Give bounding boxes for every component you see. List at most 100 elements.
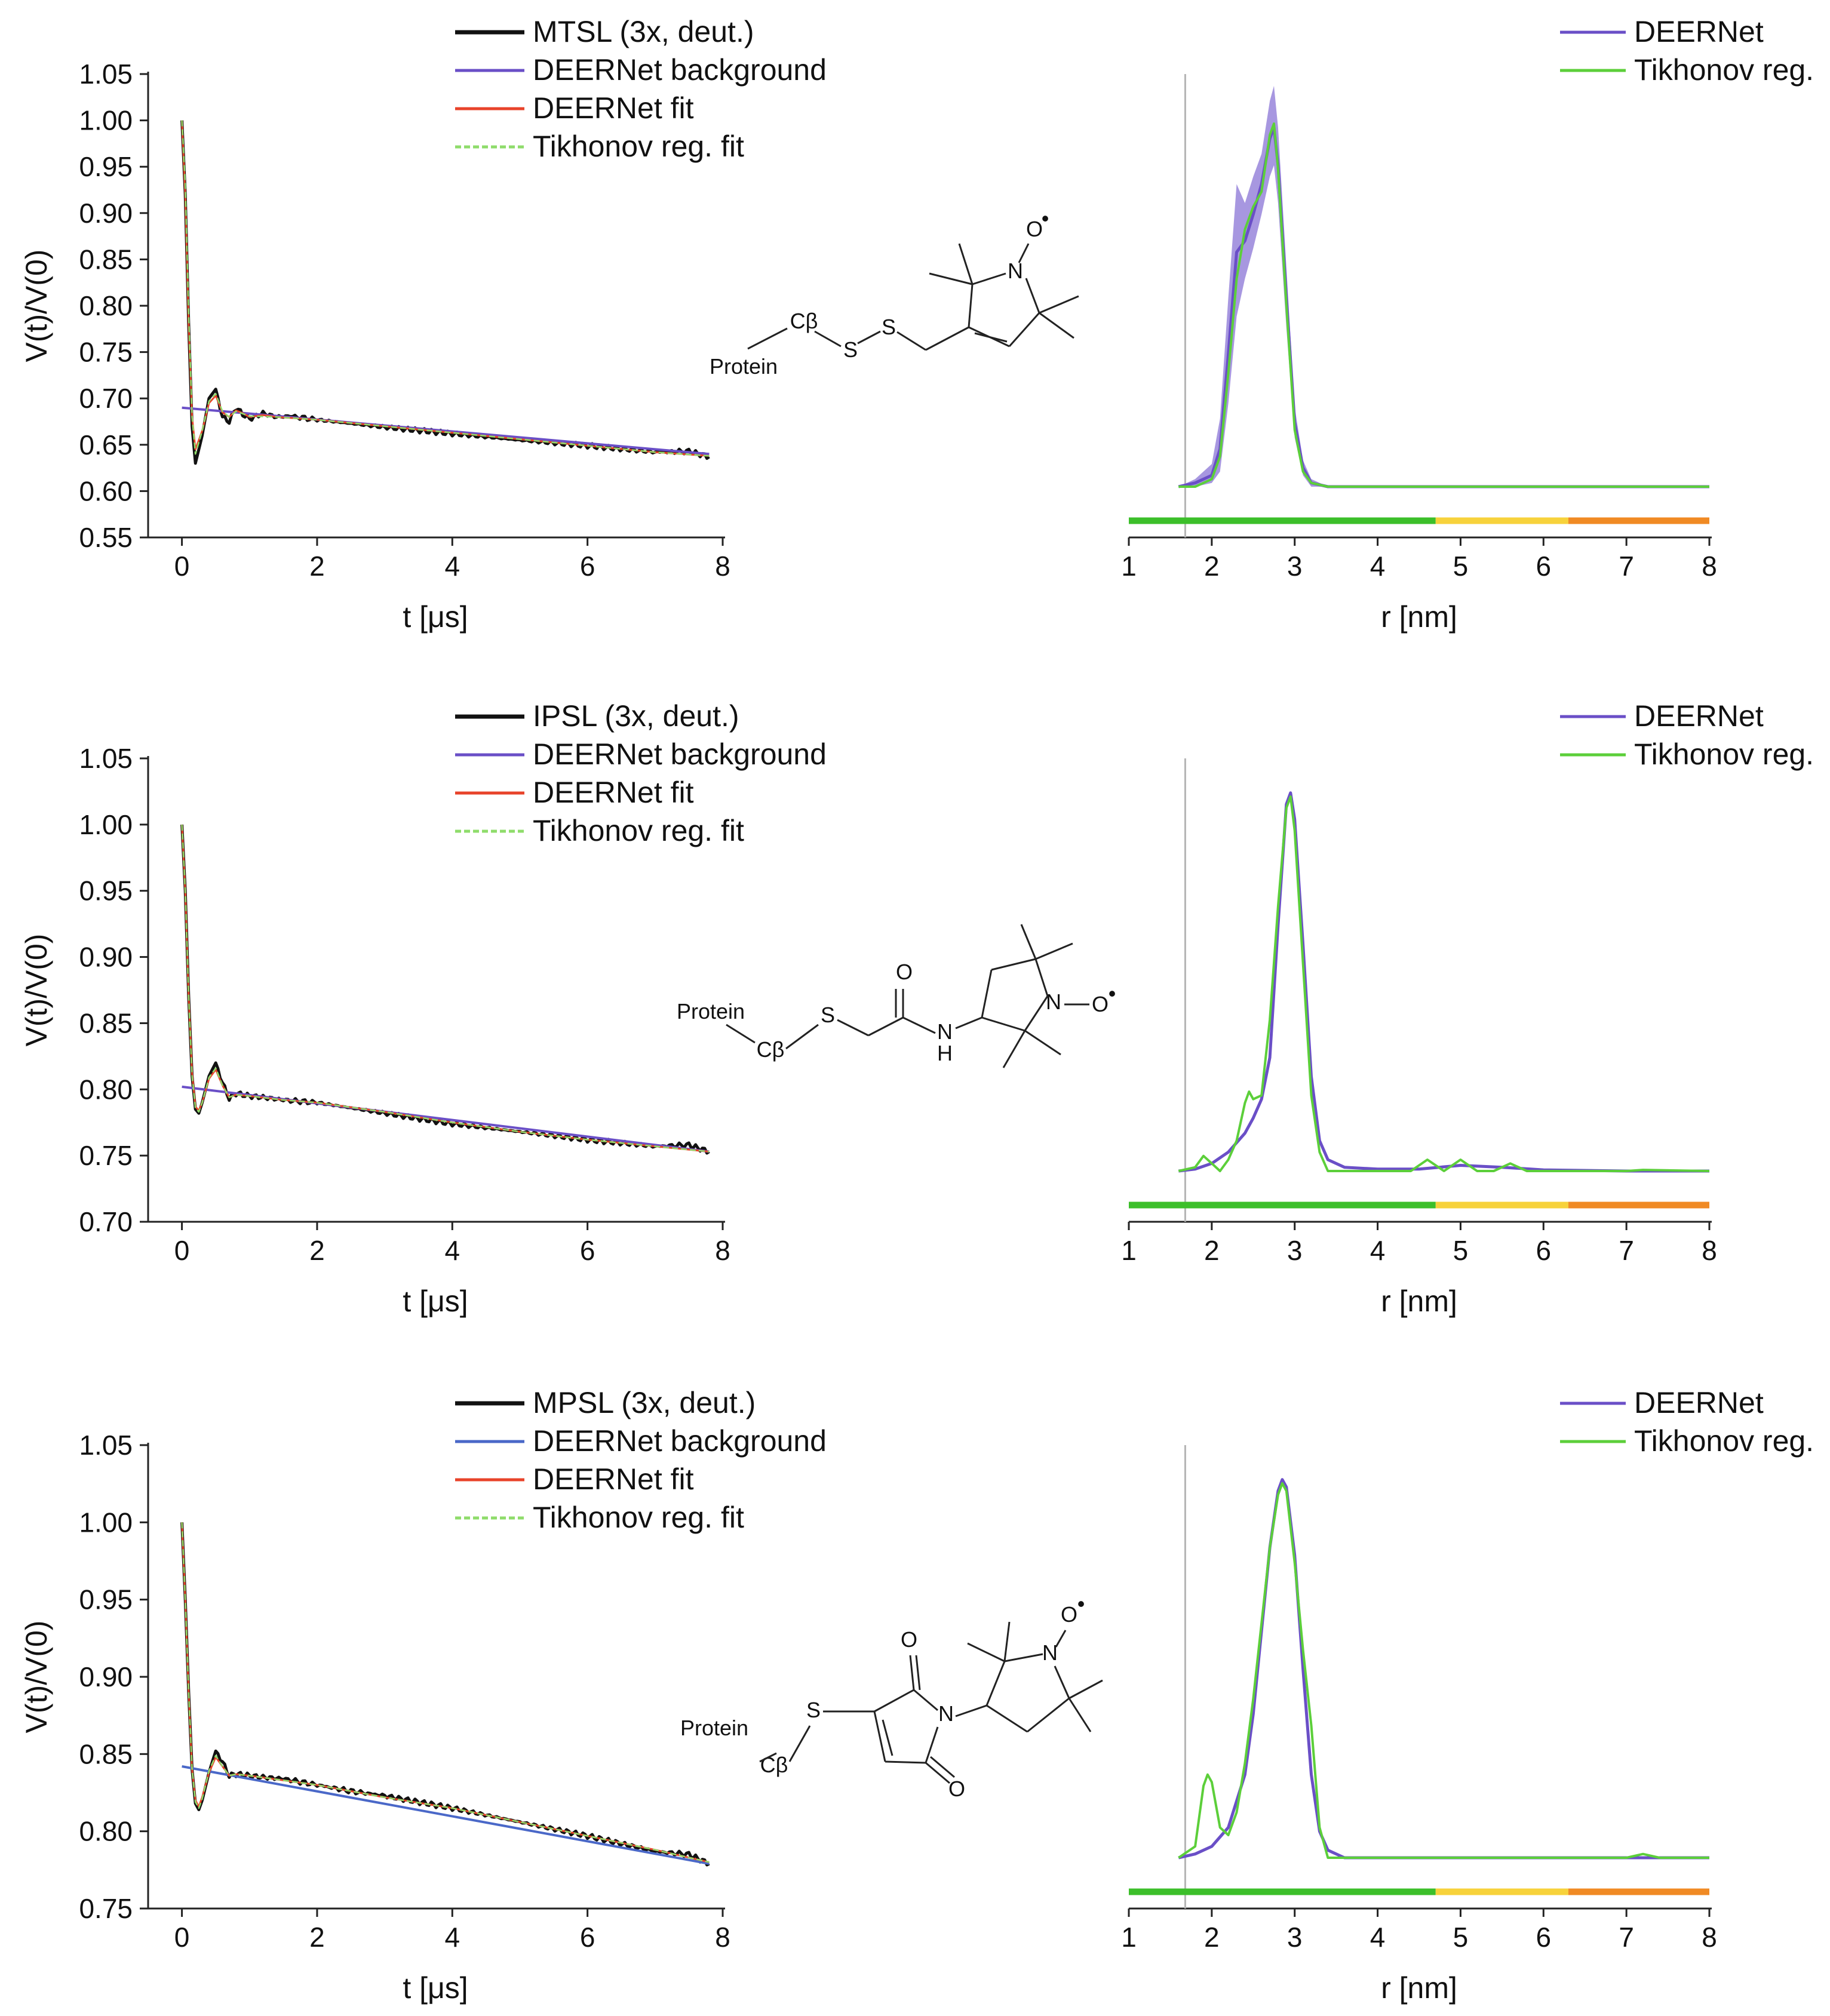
radical-dot: • (1077, 1591, 1085, 1616)
x-tick-label: 2 (1204, 1235, 1220, 1266)
bond (882, 1719, 893, 1756)
legend-right: DEERNet Tikhonov reg. (1560, 1386, 1814, 1458)
series-line-0 (180, 1522, 710, 1867)
bond (874, 1689, 914, 1713)
x-tick-label: 2 (309, 1922, 325, 1953)
x-tick-label: 4 (1370, 551, 1386, 582)
bond (1004, 1653, 1043, 1662)
bond (1025, 278, 1040, 314)
legend-label: Tikhonov reg. fit (533, 1501, 744, 1534)
y-tick-label: 1.05 (79, 59, 133, 90)
y-tick-label: 1.00 (79, 1507, 133, 1538)
bond (1002, 1030, 1026, 1068)
protein-label: Protein (677, 999, 745, 1024)
bond (955, 1016, 982, 1029)
x-tick-label: 3 (1287, 1235, 1303, 1266)
time-domain-chart: 0.70 0.75 0.80 0.85 0.90 0.95 1.00 1.05 0 2 4 6 8 t [… (20, 743, 730, 1318)
legend-label: DEERNet (1634, 699, 1764, 733)
legend-label: DEERNet background (533, 737, 827, 771)
x-tick-label: 2 (309, 551, 325, 582)
bond (1008, 312, 1040, 347)
x-tick-label: 4 (1370, 1922, 1386, 1953)
series-line-3 (181, 1522, 710, 1863)
n-label: N (1008, 259, 1023, 283)
y-tick-label: 0.65 (79, 429, 133, 460)
bond (1039, 295, 1079, 314)
bond (930, 1756, 955, 1778)
bond (814, 330, 842, 348)
o-label: O (1092, 992, 1109, 1016)
y-tick-label: 0.85 (79, 1007, 133, 1038)
s-label: S (843, 337, 858, 362)
bond (1034, 958, 1049, 997)
legend-label: DEERNet background (533, 53, 827, 87)
bond (985, 1661, 1006, 1706)
y-tick-label: 1.00 (79, 105, 133, 136)
x-tick-label: 4 (1370, 1235, 1386, 1266)
x-tick-label: 6 (580, 551, 595, 582)
series-line-1 (182, 1765, 710, 1865)
bond (974, 332, 1008, 343)
x-tick-label: 6 (1536, 1922, 1551, 1953)
y-tick-label: 1.00 (79, 809, 133, 840)
protein-label: Protein (710, 354, 778, 379)
o-label: O (948, 1777, 965, 1801)
x-tick-label: 6 (1536, 551, 1551, 582)
y-tick-label: 0.85 (79, 244, 133, 275)
bond (958, 243, 974, 285)
x-tick-label: 5 (1453, 1235, 1469, 1266)
o-label: O (896, 960, 913, 984)
panel-row-mtsl: 0.55 0.60 0.65 0.70 0.75 0.80 0.85 0.90 0.95 1.00… (20, 15, 1814, 634)
bond (1018, 243, 1030, 263)
series-line-2 (181, 824, 710, 1153)
bond (991, 958, 1036, 971)
y-axis-label: V(t)/V(0) (20, 250, 53, 362)
x-tick-label: 8 (1702, 1922, 1717, 1953)
x-tick-label: 7 (1619, 1922, 1634, 1953)
legend-left: MPSL (3x, deut.) DEERNet background DEERNe… (455, 1386, 827, 1534)
x-tick-label: 2 (1204, 1922, 1220, 1953)
bond (929, 272, 973, 285)
y-tick-label: 0.80 (79, 1816, 133, 1847)
x-tick-label: 8 (1702, 1235, 1717, 1266)
panel-row-mpsl: 0.75 0.80 0.85 0.90 0.95 1.00 1.05 0 2 4 6 8 t [μs] V… (20, 1386, 1814, 2005)
y-tick-label: 0.70 (79, 383, 133, 414)
legend-label: MTSL (3x, deut.) (533, 15, 754, 48)
legend-left: IPSL (3x, deut.) DEERNet background DEERNe… (455, 699, 827, 847)
bond (896, 331, 926, 351)
legend-left: MTSL (3x, deut.) DEERNet background DEERNe… (455, 15, 827, 163)
legend-label: Tikhonov reg. (1634, 1424, 1814, 1458)
bond (885, 1760, 926, 1764)
legend-right: DEERNet Tikhonov reg. (1560, 699, 1814, 771)
x-axis-label: t [μs] (403, 1971, 468, 2005)
y-tick-label: 0.90 (79, 942, 133, 973)
bond (986, 1704, 1028, 1733)
x-tick-label: 6 (1536, 1235, 1551, 1266)
n-label: N (937, 1019, 953, 1044)
x-tick-label: 6 (580, 1922, 595, 1953)
o-label: O (901, 1627, 917, 1652)
distance-chart: 1 2 3 4 5 6 7 8 r [nm] (1121, 74, 1717, 634)
cb-label: Cβ (757, 1037, 785, 1062)
x-tick-label: 2 (309, 1235, 325, 1266)
x-tick-label: 4 (444, 551, 460, 582)
distance-chart: 1 2 3 4 5 6 7 8 r [nm] (1121, 1445, 1717, 2005)
n-label: N (1046, 989, 1061, 1014)
bond (1027, 1697, 1070, 1733)
bond (857, 330, 881, 345)
x-tick-label: 8 (1702, 551, 1717, 582)
x-tick-label: 0 (174, 1235, 190, 1266)
bond (967, 1642, 1005, 1662)
bond (726, 1024, 756, 1044)
legend-label: Tikhonov reg. (1634, 53, 1814, 87)
y-tick-label: 0.75 (79, 1893, 133, 1924)
x-tick-label: 7 (1619, 1235, 1634, 1266)
x-tick-label: 6 (580, 1235, 595, 1266)
y-tick-label: 0.75 (79, 1140, 133, 1171)
x-tick-label: 8 (715, 1922, 730, 1953)
uncertainty-band (1178, 85, 1709, 487)
y-tick-label: 0.55 (79, 522, 133, 553)
legend-label: DEERNet fit (533, 1462, 694, 1496)
bond (925, 1762, 950, 1784)
panel-row-ipsl: 0.70 0.75 0.80 0.85 0.90 0.95 1.00 1.05 0 2 4 6 8 t [… (20, 699, 1814, 1318)
